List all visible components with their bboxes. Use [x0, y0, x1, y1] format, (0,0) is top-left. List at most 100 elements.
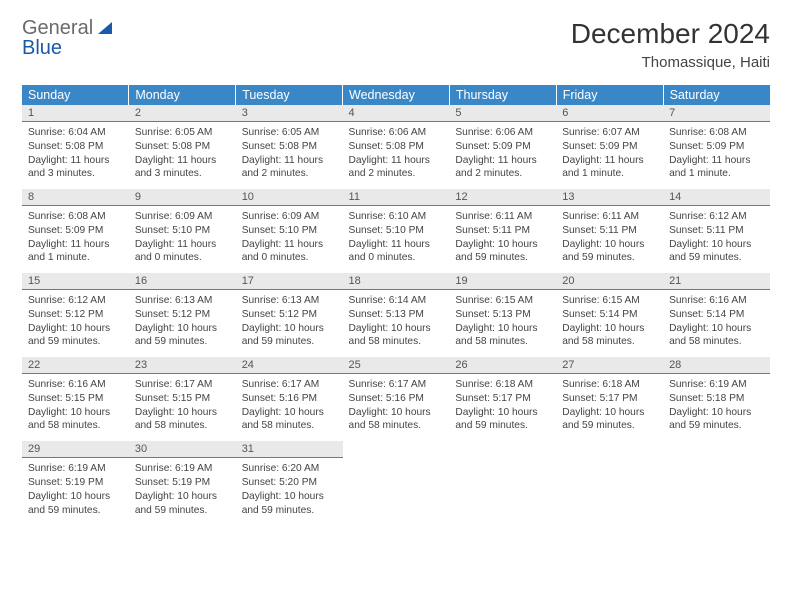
day-details: Sunrise: 6:19 AMSunset: 5:19 PMDaylight:… [22, 458, 129, 523]
location: Thomassique, Haiti [571, 54, 770, 71]
calendar-cell: 8Sunrise: 6:08 AMSunset: 5:09 PMDaylight… [22, 188, 129, 272]
day-details: Sunrise: 6:20 AMSunset: 5:20 PMDaylight:… [236, 458, 343, 523]
day-number: 16 [129, 273, 236, 290]
day-details: Sunrise: 6:13 AMSunset: 5:12 PMDaylight:… [129, 290, 236, 355]
calendar-cell: 31Sunrise: 6:20 AMSunset: 5:20 PMDayligh… [236, 440, 343, 523]
day-details: Sunrise: 6:17 AMSunset: 5:16 PMDaylight:… [236, 374, 343, 439]
calendar-cell: 22Sunrise: 6:16 AMSunset: 5:15 PMDayligh… [22, 356, 129, 440]
calendar-cell: 6Sunrise: 6:07 AMSunset: 5:09 PMDaylight… [556, 105, 663, 188]
col-wednesday: Wednesday [343, 85, 450, 105]
day-number: 5 [449, 105, 556, 122]
calendar-cell: 1Sunrise: 6:04 AMSunset: 5:08 PMDaylight… [22, 105, 129, 188]
header: General Blue December 2024 Thomassique, … [22, 18, 770, 71]
col-sunday: Sunday [22, 85, 129, 105]
day-details: Sunrise: 6:15 AMSunset: 5:13 PMDaylight:… [449, 290, 556, 355]
day-number: 8 [22, 189, 129, 206]
calendar-cell: 12Sunrise: 6:11 AMSunset: 5:11 PMDayligh… [449, 188, 556, 272]
day-details: Sunrise: 6:09 AMSunset: 5:10 PMDaylight:… [236, 206, 343, 271]
calendar-cell: 18Sunrise: 6:14 AMSunset: 5:13 PMDayligh… [343, 272, 450, 356]
calendar-cell: 17Sunrise: 6:13 AMSunset: 5:12 PMDayligh… [236, 272, 343, 356]
calendar-cell: 20Sunrise: 6:15 AMSunset: 5:14 PMDayligh… [556, 272, 663, 356]
day-number: 7 [663, 105, 770, 122]
day-number: 22 [22, 357, 129, 374]
calendar-cell: 19Sunrise: 6:15 AMSunset: 5:13 PMDayligh… [449, 272, 556, 356]
day-details: Sunrise: 6:19 AMSunset: 5:19 PMDaylight:… [129, 458, 236, 523]
calendar-cell [663, 440, 770, 523]
day-number: 12 [449, 189, 556, 206]
day-details: Sunrise: 6:05 AMSunset: 5:08 PMDaylight:… [236, 122, 343, 187]
month-title: December 2024 [571, 18, 770, 50]
calendar-cell: 29Sunrise: 6:19 AMSunset: 5:19 PMDayligh… [22, 440, 129, 523]
calendar-cell: 13Sunrise: 6:11 AMSunset: 5:11 PMDayligh… [556, 188, 663, 272]
calendar-row: 15Sunrise: 6:12 AMSunset: 5:12 PMDayligh… [22, 272, 770, 356]
calendar-cell: 28Sunrise: 6:19 AMSunset: 5:18 PMDayligh… [663, 356, 770, 440]
calendar-cell: 23Sunrise: 6:17 AMSunset: 5:15 PMDayligh… [129, 356, 236, 440]
logo-text-2: Blue [22, 38, 112, 58]
calendar-cell [556, 440, 663, 523]
day-number: 17 [236, 273, 343, 290]
day-number: 29 [22, 441, 129, 458]
logo-triangle-icon [98, 22, 112, 34]
day-number: 15 [22, 273, 129, 290]
calendar-cell: 21Sunrise: 6:16 AMSunset: 5:14 PMDayligh… [663, 272, 770, 356]
col-saturday: Saturday [663, 85, 770, 105]
calendar-row: 8Sunrise: 6:08 AMSunset: 5:09 PMDaylight… [22, 188, 770, 272]
day-details: Sunrise: 6:12 AMSunset: 5:12 PMDaylight:… [22, 290, 129, 355]
day-details: Sunrise: 6:15 AMSunset: 5:14 PMDaylight:… [556, 290, 663, 355]
day-details: Sunrise: 6:17 AMSunset: 5:16 PMDaylight:… [343, 374, 450, 439]
calendar-cell [343, 440, 450, 523]
calendar-cell: 2Sunrise: 6:05 AMSunset: 5:08 PMDaylight… [129, 105, 236, 188]
calendar-cell: 27Sunrise: 6:18 AMSunset: 5:17 PMDayligh… [556, 356, 663, 440]
calendar-cell: 25Sunrise: 6:17 AMSunset: 5:16 PMDayligh… [343, 356, 450, 440]
calendar-cell: 16Sunrise: 6:13 AMSunset: 5:12 PMDayligh… [129, 272, 236, 356]
day-details: Sunrise: 6:13 AMSunset: 5:12 PMDaylight:… [236, 290, 343, 355]
day-number: 10 [236, 189, 343, 206]
col-thursday: Thursday [449, 85, 556, 105]
day-number: 9 [129, 189, 236, 206]
logo: General Blue [22, 18, 112, 58]
calendar-cell: 11Sunrise: 6:10 AMSunset: 5:10 PMDayligh… [343, 188, 450, 272]
day-details: Sunrise: 6:18 AMSunset: 5:17 PMDaylight:… [556, 374, 663, 439]
day-number: 26 [449, 357, 556, 374]
day-number: 2 [129, 105, 236, 122]
calendar-cell: 30Sunrise: 6:19 AMSunset: 5:19 PMDayligh… [129, 440, 236, 523]
day-details: Sunrise: 6:12 AMSunset: 5:11 PMDaylight:… [663, 206, 770, 271]
day-details: Sunrise: 6:06 AMSunset: 5:08 PMDaylight:… [343, 122, 450, 187]
day-details: Sunrise: 6:06 AMSunset: 5:09 PMDaylight:… [449, 122, 556, 187]
day-details: Sunrise: 6:16 AMSunset: 5:14 PMDaylight:… [663, 290, 770, 355]
day-details: Sunrise: 6:08 AMSunset: 5:09 PMDaylight:… [663, 122, 770, 187]
calendar-cell: 24Sunrise: 6:17 AMSunset: 5:16 PMDayligh… [236, 356, 343, 440]
day-details: Sunrise: 6:19 AMSunset: 5:18 PMDaylight:… [663, 374, 770, 439]
day-number: 23 [129, 357, 236, 374]
calendar-cell: 3Sunrise: 6:05 AMSunset: 5:08 PMDaylight… [236, 105, 343, 188]
day-details: Sunrise: 6:16 AMSunset: 5:15 PMDaylight:… [22, 374, 129, 439]
day-number: 27 [556, 357, 663, 374]
day-number: 31 [236, 441, 343, 458]
day-number: 11 [343, 189, 450, 206]
calendar-cell: 4Sunrise: 6:06 AMSunset: 5:08 PMDaylight… [343, 105, 450, 188]
calendar-cell: 9Sunrise: 6:09 AMSunset: 5:10 PMDaylight… [129, 188, 236, 272]
day-number: 14 [663, 189, 770, 206]
day-number: 24 [236, 357, 343, 374]
day-details: Sunrise: 6:11 AMSunset: 5:11 PMDaylight:… [556, 206, 663, 271]
col-tuesday: Tuesday [236, 85, 343, 105]
day-number: 1 [22, 105, 129, 122]
col-monday: Monday [129, 85, 236, 105]
calendar-cell: 10Sunrise: 6:09 AMSunset: 5:10 PMDayligh… [236, 188, 343, 272]
calendar-cell: 15Sunrise: 6:12 AMSunset: 5:12 PMDayligh… [22, 272, 129, 356]
calendar-cell: 5Sunrise: 6:06 AMSunset: 5:09 PMDaylight… [449, 105, 556, 188]
col-friday: Friday [556, 85, 663, 105]
calendar-cell: 7Sunrise: 6:08 AMSunset: 5:09 PMDaylight… [663, 105, 770, 188]
calendar-row: 1Sunrise: 6:04 AMSunset: 5:08 PMDaylight… [22, 105, 770, 188]
day-number: 30 [129, 441, 236, 458]
day-details: Sunrise: 6:10 AMSunset: 5:10 PMDaylight:… [343, 206, 450, 271]
day-details: Sunrise: 6:08 AMSunset: 5:09 PMDaylight:… [22, 206, 129, 271]
day-number: 18 [343, 273, 450, 290]
day-details: Sunrise: 6:05 AMSunset: 5:08 PMDaylight:… [129, 122, 236, 187]
day-details: Sunrise: 6:07 AMSunset: 5:09 PMDaylight:… [556, 122, 663, 187]
day-number: 19 [449, 273, 556, 290]
day-number: 4 [343, 105, 450, 122]
day-number: 20 [556, 273, 663, 290]
weekday-header-row: Sunday Monday Tuesday Wednesday Thursday… [22, 85, 770, 105]
day-number: 6 [556, 105, 663, 122]
